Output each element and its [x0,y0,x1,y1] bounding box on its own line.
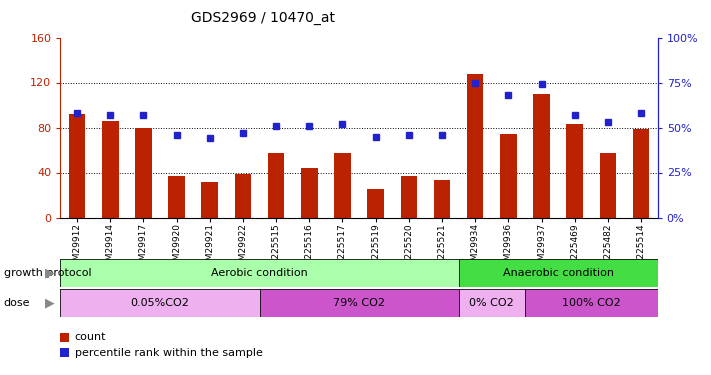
Bar [368,189,384,217]
Bar [60,289,260,317]
Bar [500,134,517,218]
Text: 0.05%CO2: 0.05%CO2 [131,298,189,308]
Text: Aerobic condition: Aerobic condition [211,268,308,278]
Bar [69,114,85,218]
Bar [135,128,151,218]
Bar [459,259,658,287]
Bar [525,289,658,317]
Text: count: count [75,333,106,342]
Bar [268,153,284,218]
Bar [567,124,583,218]
Bar [599,153,616,218]
Bar [400,176,417,218]
Text: GDS2969 / 10470_at: GDS2969 / 10470_at [191,11,335,25]
Text: 79% CO2: 79% CO2 [333,298,385,308]
Bar [459,289,525,317]
Text: growth protocol: growth protocol [4,268,91,278]
Bar [102,121,119,218]
Text: percentile rank within the sample: percentile rank within the sample [75,348,262,357]
Text: ▶: ▶ [45,266,55,279]
Text: dose: dose [4,298,30,308]
Bar [201,182,218,218]
Text: Anaerobic condition: Anaerobic condition [503,268,614,278]
Bar [60,259,459,287]
Bar [434,180,450,218]
Bar [169,176,185,218]
Bar [533,94,550,218]
Bar [467,74,483,217]
Bar [301,168,318,217]
Bar [260,289,459,317]
Bar [633,129,649,217]
Text: 0% CO2: 0% CO2 [469,298,514,308]
Text: 100% CO2: 100% CO2 [562,298,621,308]
Text: ▶: ▶ [45,296,55,309]
Bar [334,153,351,218]
Bar [235,174,251,217]
